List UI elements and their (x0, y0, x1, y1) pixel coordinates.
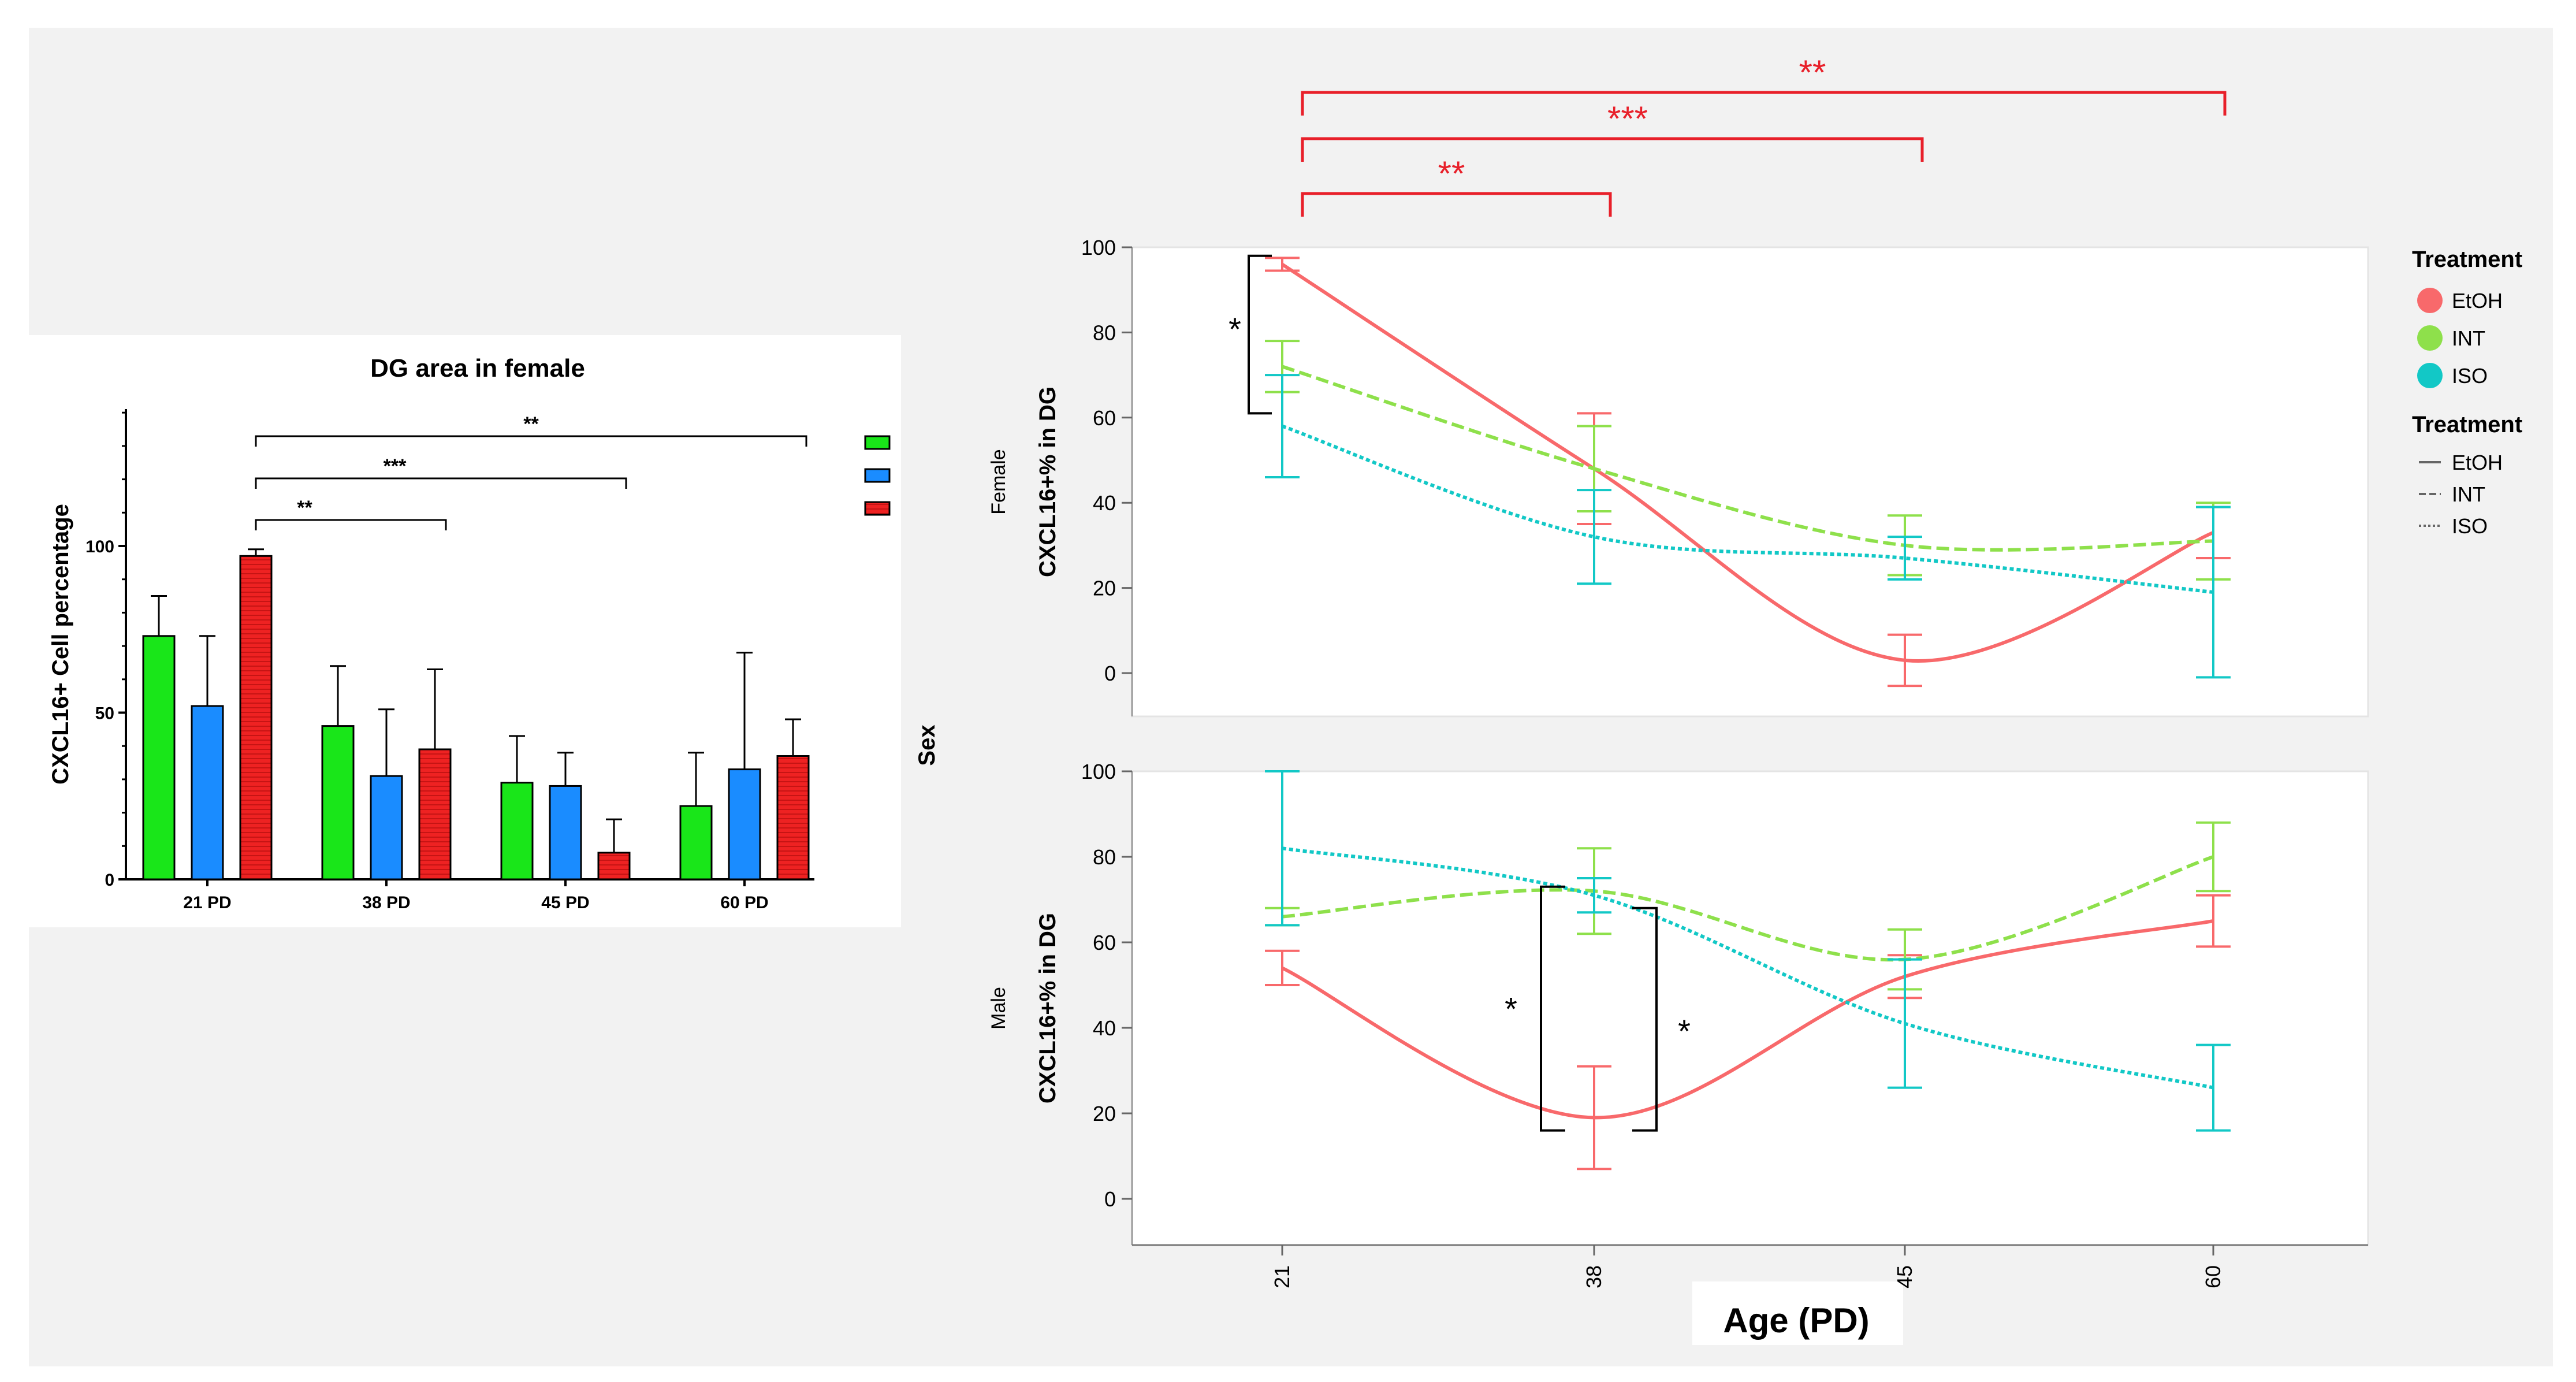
line-etoh-female (1281, 262, 2214, 663)
legend-color-label-etoh: EtOH (2452, 289, 2503, 313)
line-xlabel: Age (PD) (1723, 1301, 1869, 1340)
bar-ytick-label: 0 (105, 871, 114, 890)
line-ytick-label: 0 (1104, 662, 1116, 685)
male-sig-label-left: * (1505, 991, 1517, 1027)
line-xtick-label: 38 (1582, 1265, 1606, 1288)
line-ytick-label: 80 (1093, 845, 1116, 869)
line-ytick-label: 100 (1081, 236, 1116, 259)
top-sig-label: *** (1607, 99, 1648, 138)
top-sig-bracket (1301, 192, 1612, 217)
bar-legend-swatch-1 (864, 468, 891, 483)
bar-xtick-label: 45 PD (541, 893, 589, 912)
bar-iso-2 (549, 785, 582, 881)
line-chart-female-bg (1132, 247, 2368, 716)
line-ytick-label: 100 (1081, 760, 1116, 783)
facet-sig-bracket (1248, 254, 1272, 415)
male-sig-label-right: * (1678, 1013, 1691, 1049)
bar-iso-1 (370, 775, 403, 881)
line-ylabel-0: CXCL16+% in DG (1035, 387, 1060, 577)
bar-chart-title: DG area in female (370, 354, 585, 382)
line-chart-male-bg (1132, 771, 2368, 1245)
legend-dot-int (2417, 325, 2443, 351)
bar-ytick-label: 100 (85, 537, 114, 556)
facet-title: Sex (914, 725, 940, 766)
top-sig-bracket (1301, 91, 2227, 116)
bar-iso-0 (191, 705, 224, 881)
legend-color-title: Treatment (2412, 247, 2522, 272)
xlabel-white-box (1692, 1281, 1903, 1345)
legend-color-label-int: INT (2452, 326, 2485, 350)
bar-sig-bracket (255, 477, 627, 489)
bar-sig-label: ** (523, 413, 539, 435)
line-etoh-male (1281, 919, 2214, 1120)
bar-int-0 (142, 635, 176, 881)
bar-etoh-3 (776, 755, 810, 881)
top-sig-bracket (1301, 137, 1924, 162)
top-sig-label: ** (1438, 154, 1465, 193)
bar-etoh-2 (597, 852, 631, 881)
line-xtick-label: 21 (1270, 1265, 1294, 1288)
bar-sig-bracket (255, 435, 807, 447)
bar-iso-3 (728, 768, 761, 881)
bar-sig-bracket (255, 519, 447, 530)
bar-etoh-0 (239, 555, 273, 881)
line-int-male (1282, 855, 2214, 962)
bar-int-3 (679, 805, 713, 881)
legend-color-label-iso: ISO (2452, 364, 2488, 388)
bottom-strip-panel (29, 1333, 2553, 1366)
top-left-panel (29, 28, 901, 335)
line-ytick-label: 40 (1093, 491, 1116, 515)
line-iso-male (1282, 846, 2214, 1090)
line-xtick-label: 60 (2201, 1265, 2225, 1288)
bar-ytick-label: 50 (95, 704, 114, 723)
line-chart: Sex Age (PD) ******* 020406080100CXCL16+… (914, 53, 2522, 1340)
bar-xtick-label: 38 PD (362, 893, 410, 912)
line-xtick-label: 45 (1893, 1265, 1916, 1288)
bar-sig-label: *** (384, 455, 407, 477)
bar-int-1 (321, 725, 355, 881)
line-ytick-label: 60 (1093, 931, 1116, 954)
bar-chart-ylabel: CXCL16+ Cell percentage (48, 504, 73, 785)
bar-chart: DG area in female CXCL16+ Cell percentag… (48, 354, 891, 912)
legend-dot-etoh (2417, 288, 2443, 313)
bar-int-2 (500, 782, 534, 881)
facet-sig-label: * (1229, 311, 1241, 347)
legend-linetype-label-etoh: EtOH (2452, 451, 2503, 474)
bar-etoh-1 (418, 748, 452, 881)
line-ytick-label: 20 (1093, 577, 1116, 600)
bar-legend-swatch-2 (864, 501, 891, 516)
male-sig-bracket-right (1632, 907, 1658, 1132)
bar-xtick-label: 21 PD (183, 893, 231, 912)
legend-linetype-label-int: INT (2452, 482, 2485, 506)
line-iso-female (1281, 424, 2214, 594)
bar-sig-label: ** (297, 497, 312, 519)
line-ytick-label: 80 (1093, 321, 1116, 344)
line-int-female (1282, 365, 2214, 552)
bar-xtick-label: 60 PD (720, 893, 768, 912)
legend-dot-iso (2417, 363, 2443, 388)
facet-label-1: Male (988, 987, 1010, 1030)
top-band-panel (901, 28, 2553, 224)
top-sig-label: ** (1799, 53, 1826, 92)
line-ylabel-1: CXCL16+% in DG (1035, 913, 1060, 1104)
line-ytick-label: 60 (1093, 406, 1116, 430)
bottom-left-panel (29, 927, 901, 1366)
line-ytick-label: 0 (1104, 1187, 1116, 1211)
legend-linetype-label-iso: ISO (2452, 514, 2488, 538)
line-ytick-label: 20 (1093, 1102, 1116, 1125)
line-ytick-label: 40 (1093, 1016, 1116, 1040)
bar-legend-swatch-0 (864, 435, 891, 450)
male-sig-bracket-left (1540, 885, 1565, 1132)
legend-linetype-title: Treatment (2412, 412, 2522, 437)
facet-label-0: Female (988, 449, 1010, 514)
